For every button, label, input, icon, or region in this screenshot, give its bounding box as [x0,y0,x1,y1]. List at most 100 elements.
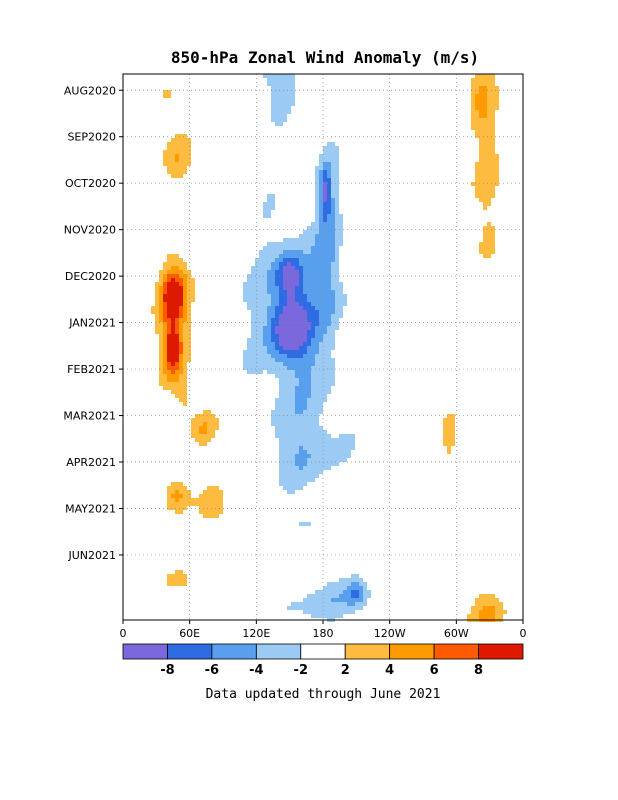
heatmap-cell [267,362,271,366]
heatmap-cell [167,338,171,342]
heatmap-cell [303,302,307,306]
heatmap-cell [295,422,299,426]
heatmap-cell [271,90,275,94]
heatmap-cell [335,286,339,290]
heatmap-cell [291,378,295,382]
heatmap-cell [475,98,479,102]
heatmap-cell [287,254,291,258]
heatmap-cell [259,334,263,338]
heatmap-cell [323,382,327,386]
heatmap-cell [335,454,339,458]
heatmap-cell [315,210,319,214]
heatmap-cell [307,386,311,390]
heatmap-cell [471,614,475,618]
heatmap-cell [275,362,279,366]
heatmap-cell [343,454,347,458]
heatmap-cell [359,598,363,602]
heatmap-cell [283,246,287,250]
heatmap-cell [331,582,335,586]
heatmap-cell [307,246,311,250]
heatmap-cell [267,250,271,254]
heatmap-cell [291,294,295,298]
heatmap-cell [315,614,319,618]
heatmap-cell [347,610,351,614]
heatmap-cell [287,102,291,106]
heatmap-cell [287,386,291,390]
heatmap-cell [307,474,311,478]
heatmap-cell [495,98,499,102]
heatmap-cell [299,478,303,482]
heatmap-cell [303,402,307,406]
heatmap-cell [303,234,307,238]
heatmap-cell [183,306,187,310]
heatmap-cell [295,262,299,266]
heatmap-cell [163,286,167,290]
heatmap-cell [203,502,207,506]
heatmap-cell [175,174,179,178]
heatmap-cell [303,422,307,426]
heatmap-cell [331,442,335,446]
heatmap-cell [339,458,343,462]
heatmap-cell [327,590,331,594]
heatmap-cell [295,246,299,250]
heatmap-cell [331,262,335,266]
heatmap-cell [291,398,295,402]
heatmap-cell [327,466,331,470]
heatmap-cell [479,182,483,186]
heatmap-cell [163,382,167,386]
heatmap-cell [283,486,287,490]
heatmap-cell [167,146,171,150]
heatmap-cell [311,346,315,350]
heatmap-cell [291,102,295,106]
heatmap-cell [447,434,451,438]
heatmap-cell [479,250,483,254]
heatmap-cell [367,590,371,594]
heatmap-cell [295,606,299,610]
heatmap-cell [187,286,191,290]
heatmap-cell [179,306,183,310]
heatmap-cell [327,610,331,614]
heatmap-cell [267,254,271,258]
heatmap-cell [291,322,295,326]
heatmap-cell [219,498,223,502]
heatmap-cell [283,362,287,366]
heatmap-cell [347,438,351,442]
heatmap-cell [311,450,315,454]
heatmap-cell [299,482,303,486]
heatmap-cell [187,314,191,318]
heatmap-cell [327,342,331,346]
heatmap-cell [299,310,303,314]
heatmap-cell [323,318,327,322]
heatmap-cell [347,586,351,590]
heatmap-cell [319,254,323,258]
heatmap-cell [315,422,319,426]
heatmap-cell [303,342,307,346]
heatmap-cell [331,170,335,174]
heatmap-cell [323,614,327,618]
heatmap-cell [327,450,331,454]
heatmap-cell [167,358,171,362]
heatmap-cell [287,266,291,270]
heatmap-cell [331,338,335,342]
heatmap-cell [199,430,203,434]
heatmap-cell [307,370,311,374]
heatmap-cell [303,598,307,602]
heatmap-cell [259,270,263,274]
heatmap-cell [311,286,315,290]
heatmap-cell [291,82,295,86]
heatmap-cell [311,446,315,450]
heatmap-cell [171,142,175,146]
heatmap-cell [175,374,179,378]
heatmap-cell [447,450,451,454]
heatmap-cell [327,246,331,250]
heatmap-cell [267,286,271,290]
heatmap-cell [263,366,267,370]
heatmap-cell [299,430,303,434]
x-tick-label: 0 [120,627,127,640]
heatmap-cell [183,502,187,506]
heatmap-cell [291,414,295,418]
heatmap-cell [279,114,283,118]
heatmap-cell [327,374,331,378]
heatmap-cell [315,350,319,354]
heatmap-cell [159,322,163,326]
